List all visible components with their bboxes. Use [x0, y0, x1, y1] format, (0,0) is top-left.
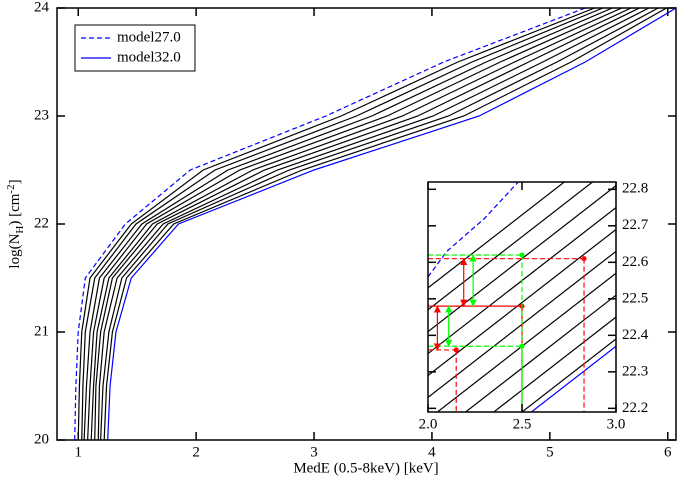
y-tick-label: 22: [34, 215, 49, 231]
y-tick-label: 20: [34, 431, 49, 447]
x-tick-label: 6: [664, 444, 672, 460]
series-line: [428, 182, 566, 289]
x-tick-label: 2.0: [419, 416, 438, 432]
y-tick-label: 22.5: [622, 290, 648, 306]
y-tick-label: 22.7: [622, 217, 649, 233]
series-line: [77, 8, 595, 440]
series-line: [87, 8, 623, 440]
point: [453, 347, 459, 353]
y-tick-label: 22.3: [622, 363, 648, 379]
series-line: [74, 8, 586, 440]
legend-box: [74, 24, 196, 72]
series-line: [531, 345, 616, 412]
y-tick-label: 22.8: [622, 181, 648, 197]
y-label-sup: -2: [5, 184, 17, 193]
x-tick-label: 1: [74, 444, 82, 460]
series-line: [521, 338, 616, 412]
series-line: [428, 182, 519, 278]
x-tick-label: 5: [546, 444, 554, 460]
series-line: [428, 182, 594, 311]
y-tick-label: 24: [34, 0, 50, 15]
y-tick-label: 23: [34, 107, 49, 123]
y-tick-label: 21: [34, 323, 49, 339]
plot-area: [74, 8, 676, 440]
series-line: [107, 8, 676, 440]
series-line: [81, 8, 604, 440]
y-label-part: ) [cm: [7, 193, 23, 225]
x-tick-label: 3.0: [607, 416, 626, 432]
series-line: [97, 8, 650, 440]
y-label-sub: H: [14, 226, 26, 234]
series-line: [94, 8, 640, 440]
series-line: [83, 8, 613, 440]
y-label-part: ]: [7, 179, 23, 184]
series-line: [428, 228, 616, 376]
x-tick-label: 4: [428, 444, 436, 460]
y-tick-label: 22.6: [622, 254, 649, 270]
x-tick-label: 2.5: [513, 416, 532, 432]
point: [581, 256, 587, 262]
y-tick-label: 22.2: [622, 400, 648, 416]
series-line: [100, 8, 659, 440]
x-tick-label: 3: [310, 444, 318, 460]
legend-label: model32.0: [117, 49, 181, 65]
legend-label: model27.0: [117, 29, 181, 45]
y-tick-label: 22.4: [622, 327, 649, 343]
y-label-part: log(N: [7, 233, 23, 268]
x-tick-label: 2: [192, 444, 200, 460]
x-axis-label: MedE (0.5-8keV) [keV]: [293, 460, 438, 476]
series-line: [90, 8, 632, 440]
y-axis-label: log(NH) [cm-2]: [5, 179, 26, 268]
point: [519, 252, 525, 258]
plot-area: [428, 182, 616, 412]
series-line: [103, 8, 667, 440]
